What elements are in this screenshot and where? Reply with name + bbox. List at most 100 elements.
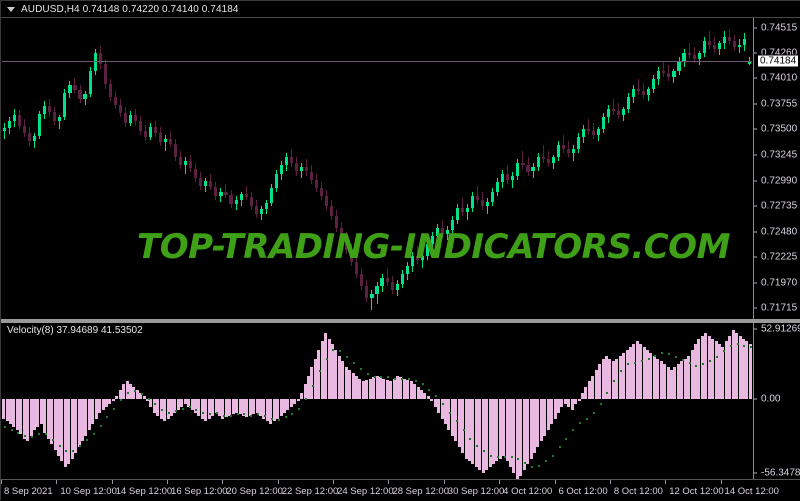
candle-body-bearish <box>194 168 198 178</box>
histogram-bar <box>697 338 701 399</box>
histogram-bar <box>197 398 201 416</box>
candle-body-bearish <box>355 261 359 274</box>
histogram-bar <box>515 398 519 479</box>
signal-line-dot <box>17 431 20 434</box>
histogram-bar <box>570 398 574 410</box>
signal-line-dot <box>140 393 143 396</box>
histogram-bar <box>156 398 160 416</box>
histogram-bar <box>36 398 40 428</box>
price-axis[interactable]: 0.74515 0.74260 0.74010 0.73755 0.73500 0.732… <box>753 18 800 319</box>
candle-body-bullish <box>184 161 188 166</box>
histogram-bar <box>567 398 571 408</box>
candle-body-bearish <box>360 273 364 286</box>
price-tick-label: 0.74515 <box>761 22 798 34</box>
signal-line-dot <box>716 356 719 359</box>
indicator-axis[interactable]: 52.91269 0.00 -56.34782 <box>753 323 800 479</box>
signal-line-dot <box>503 456 506 459</box>
signal-line-dot <box>524 461 527 464</box>
candle-body-bullish <box>7 121 12 129</box>
chevron-down-icon[interactable] <box>7 7 15 12</box>
date-tick <box>167 480 169 484</box>
histogram-bar <box>426 395 430 399</box>
signal-line-dot <box>353 361 356 364</box>
candle-wick <box>572 145 574 162</box>
histogram-bar <box>577 398 581 402</box>
candle-body-bullish <box>697 53 701 60</box>
date-axis[interactable]: 8 Sep 2021 10 Sep 12:00 14 Sep 12:00 16 Sep… <box>1 479 800 501</box>
date-tick <box>222 480 224 484</box>
candle-body-bearish <box>254 205 258 214</box>
signal-line-dot <box>469 437 472 440</box>
candle-wick <box>522 151 524 170</box>
histogram-bar <box>536 398 540 448</box>
histogram-bar <box>50 398 54 445</box>
histogram-bar <box>149 398 153 408</box>
candle-body-bearish <box>73 85 77 91</box>
candle-body-bearish <box>561 145 565 150</box>
candle-body-bearish <box>133 115 137 122</box>
signal-line-dot <box>236 413 239 416</box>
signal-line-dot <box>387 376 390 379</box>
signal-line-dot <box>442 403 445 406</box>
price-tick <box>754 52 757 54</box>
histogram-bar <box>680 361 684 399</box>
histogram-bar <box>176 398 180 410</box>
price-tick-label: 0.74260 <box>761 47 798 59</box>
candle-body-bearish <box>385 277 389 282</box>
histogram-bar <box>193 398 197 413</box>
candle-wick <box>245 185 247 200</box>
candle-body-bullish <box>450 219 455 230</box>
signal-line-dot <box>216 411 219 414</box>
histogram-bar <box>235 398 239 413</box>
candle-body-bullish <box>239 193 243 200</box>
histogram-bar <box>728 335 732 399</box>
price-tick-label: 0.71715 <box>761 302 798 314</box>
signal-line-dot <box>195 408 198 411</box>
histogram-bar <box>495 398 499 462</box>
histogram-bar <box>748 344 752 399</box>
histogram-bar <box>57 398 60 456</box>
histogram-bar <box>738 335 742 399</box>
histogram-bar <box>402 378 406 399</box>
price-plot-area[interactable] <box>2 18 752 319</box>
histogram-bar <box>351 372 355 399</box>
candle-body-bullish <box>38 114 42 137</box>
histogram-bar <box>608 358 612 399</box>
histogram-bar <box>231 398 235 415</box>
candle-body-bullish <box>576 137 580 150</box>
histogram-bar <box>553 398 557 419</box>
candle-body-bullish <box>395 283 399 290</box>
indicator-tick <box>754 398 757 400</box>
signal-line-dot <box>229 414 232 417</box>
candle-body-bearish <box>310 171 314 180</box>
signal-line-dot <box>613 380 616 383</box>
signal-line-dot <box>572 428 575 431</box>
candle-body-bullish <box>264 202 268 209</box>
candle-body-bullish <box>742 39 746 46</box>
histogram-bar <box>670 369 674 399</box>
histogram-bar <box>361 381 365 399</box>
histogram-bar <box>724 341 728 399</box>
histogram-bar <box>707 335 711 399</box>
date-tick-label: 16 Sep 12:00 <box>171 486 228 497</box>
signal-line-dot <box>674 356 677 359</box>
panel-divider[interactable] <box>1 319 800 323</box>
histogram-bar <box>91 398 95 425</box>
histogram-bar <box>330 344 334 399</box>
candle-body-bullish <box>93 53 97 72</box>
histogram-bar <box>584 387 588 399</box>
signal-line-dot <box>346 356 349 359</box>
histogram-bar <box>317 350 321 399</box>
histogram-bar <box>163 398 167 422</box>
signal-line-dot <box>174 410 177 413</box>
candle-body-bullish <box>647 89 651 96</box>
indicator-tick <box>754 472 757 474</box>
candle-body-bearish <box>158 133 163 143</box>
indicator-plot-area[interactable] <box>2 323 752 479</box>
candle-body-bearish <box>526 165 530 172</box>
signal-line-dot <box>476 444 479 447</box>
candle-body-bearish <box>390 281 394 290</box>
symbol-ohlc-label: AUDUSD,H4 0.74148 0.74220 0.74140 0.7418… <box>21 3 239 15</box>
histogram-bar <box>721 347 725 399</box>
histogram-bar <box>139 392 143 399</box>
